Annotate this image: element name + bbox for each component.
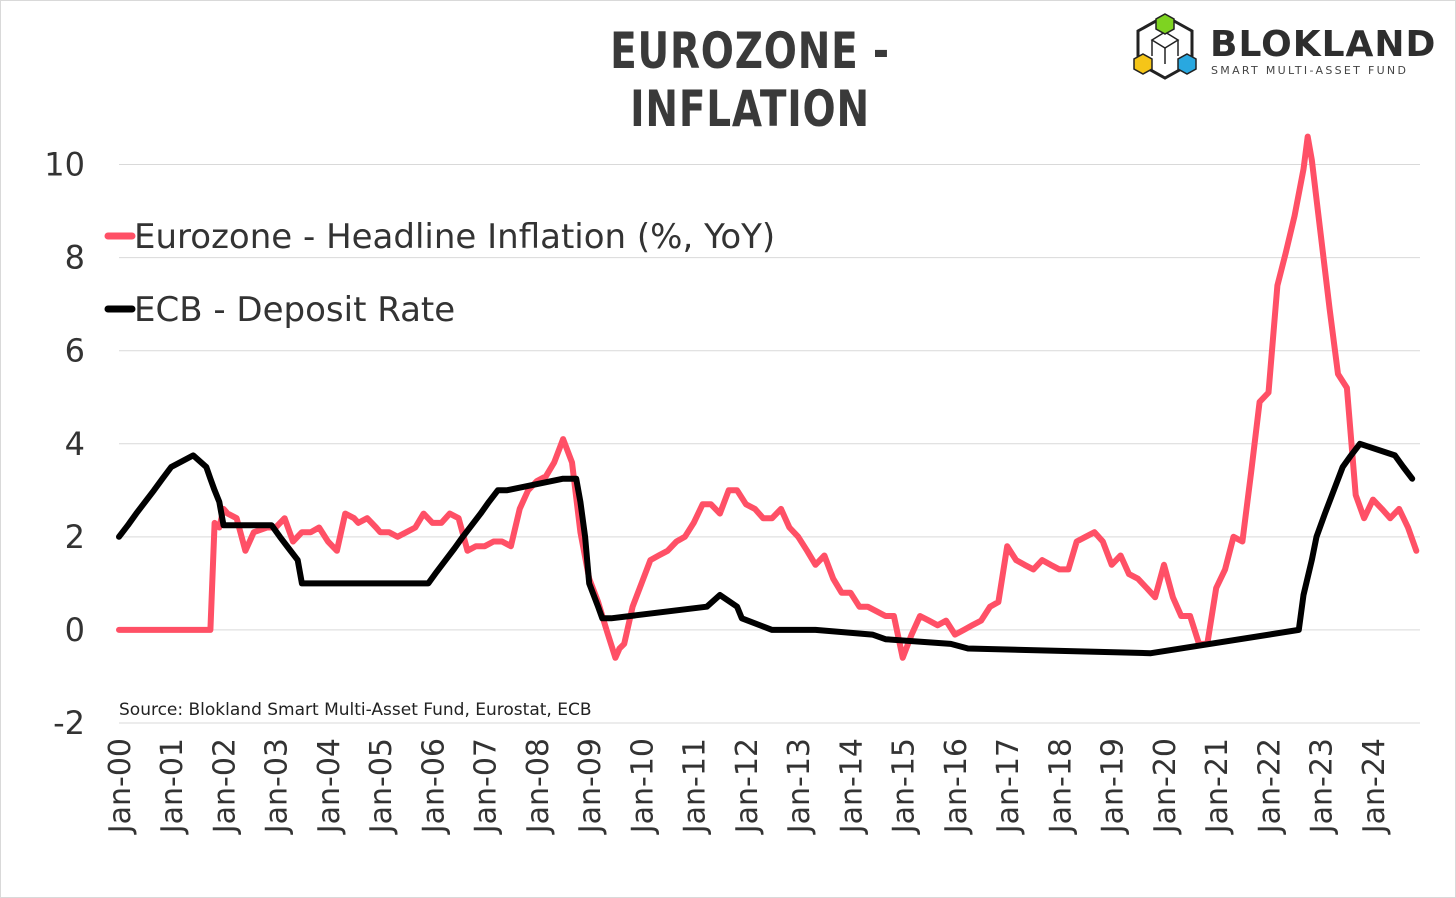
x-tick-label: Jan-22 bbox=[1252, 738, 1287, 835]
x-tick-label: Jan-19 bbox=[1096, 738, 1131, 835]
x-tick-label: Jan-17 bbox=[991, 738, 1026, 835]
y-tick-label: 8 bbox=[65, 239, 85, 277]
x-tick-label: Jan-03 bbox=[260, 738, 295, 835]
x-tick-label: Jan-07 bbox=[469, 738, 504, 835]
x-tick-label: Jan-06 bbox=[416, 738, 451, 835]
y-tick-label: 4 bbox=[65, 425, 85, 463]
source-note: Source: Blokland Smart Multi-Asset Fund,… bbox=[119, 700, 592, 720]
x-tick-label: Jan-13 bbox=[782, 738, 817, 835]
x-tick-label: Jan-08 bbox=[521, 738, 556, 835]
legend-label-inflation: Eurozone - Headline Inflation (%, YoY) bbox=[134, 217, 775, 257]
x-tick-label: Jan-20 bbox=[1148, 738, 1183, 835]
x-tick-label: Jan-11 bbox=[678, 738, 713, 835]
x-tick-label: Jan-04 bbox=[312, 738, 347, 835]
x-tick-label: Jan-21 bbox=[1200, 738, 1235, 835]
y-tick-label: 6 bbox=[65, 332, 85, 370]
x-tick-label: Jan-09 bbox=[573, 738, 608, 835]
y-tick-label: 10 bbox=[44, 146, 85, 184]
x-tick-label: Jan-02 bbox=[207, 738, 242, 835]
series-line-inflation bbox=[116, 133, 1420, 661]
x-tick-label: Jan-05 bbox=[364, 738, 399, 835]
x-tick-label: Jan-00 bbox=[103, 738, 138, 835]
legend: Eurozone - Headline Inflation (%, YoY) E… bbox=[104, 217, 775, 330]
x-tick-label: Jan-12 bbox=[730, 738, 765, 835]
brand-name: BLOKLAND bbox=[1210, 24, 1437, 65]
y-tick-label: 2 bbox=[65, 518, 85, 556]
x-tick-label: Jan-24 bbox=[1357, 738, 1392, 835]
x-tick-label: Jan-23 bbox=[1305, 738, 1340, 835]
x-tick-label: Jan-15 bbox=[887, 738, 922, 835]
logo-cube-icon bbox=[1133, 13, 1197, 80]
y-axis-ticks: -2 0 2 4 6 8 10 bbox=[44, 146, 85, 742]
series-line-deposit bbox=[116, 440, 1416, 657]
x-tick-label: Jan-01 bbox=[155, 738, 190, 835]
x-axis-ticks: Jan-00 Jan-01 Jan-02 Jan-03 Jan-04 Jan-05 Jan-… bbox=[103, 738, 1392, 835]
series-lines bbox=[116, 133, 1420, 661]
y-tick-label: -2 bbox=[53, 704, 85, 742]
x-tick-label: Jan-10 bbox=[625, 738, 660, 835]
x-tick-label: Jan-16 bbox=[939, 738, 974, 835]
brand-tagline: SMART MULTI-ASSET FUND bbox=[1211, 64, 1409, 77]
x-tick-label: Jan-14 bbox=[834, 738, 869, 835]
y-tick-label: 0 bbox=[65, 611, 85, 649]
chart-title: EUROZONE - INFLATION bbox=[610, 22, 890, 138]
x-tick-label: Jan-18 bbox=[1043, 738, 1078, 835]
legend-label-deposit: ECB - Deposit Rate bbox=[134, 290, 455, 330]
